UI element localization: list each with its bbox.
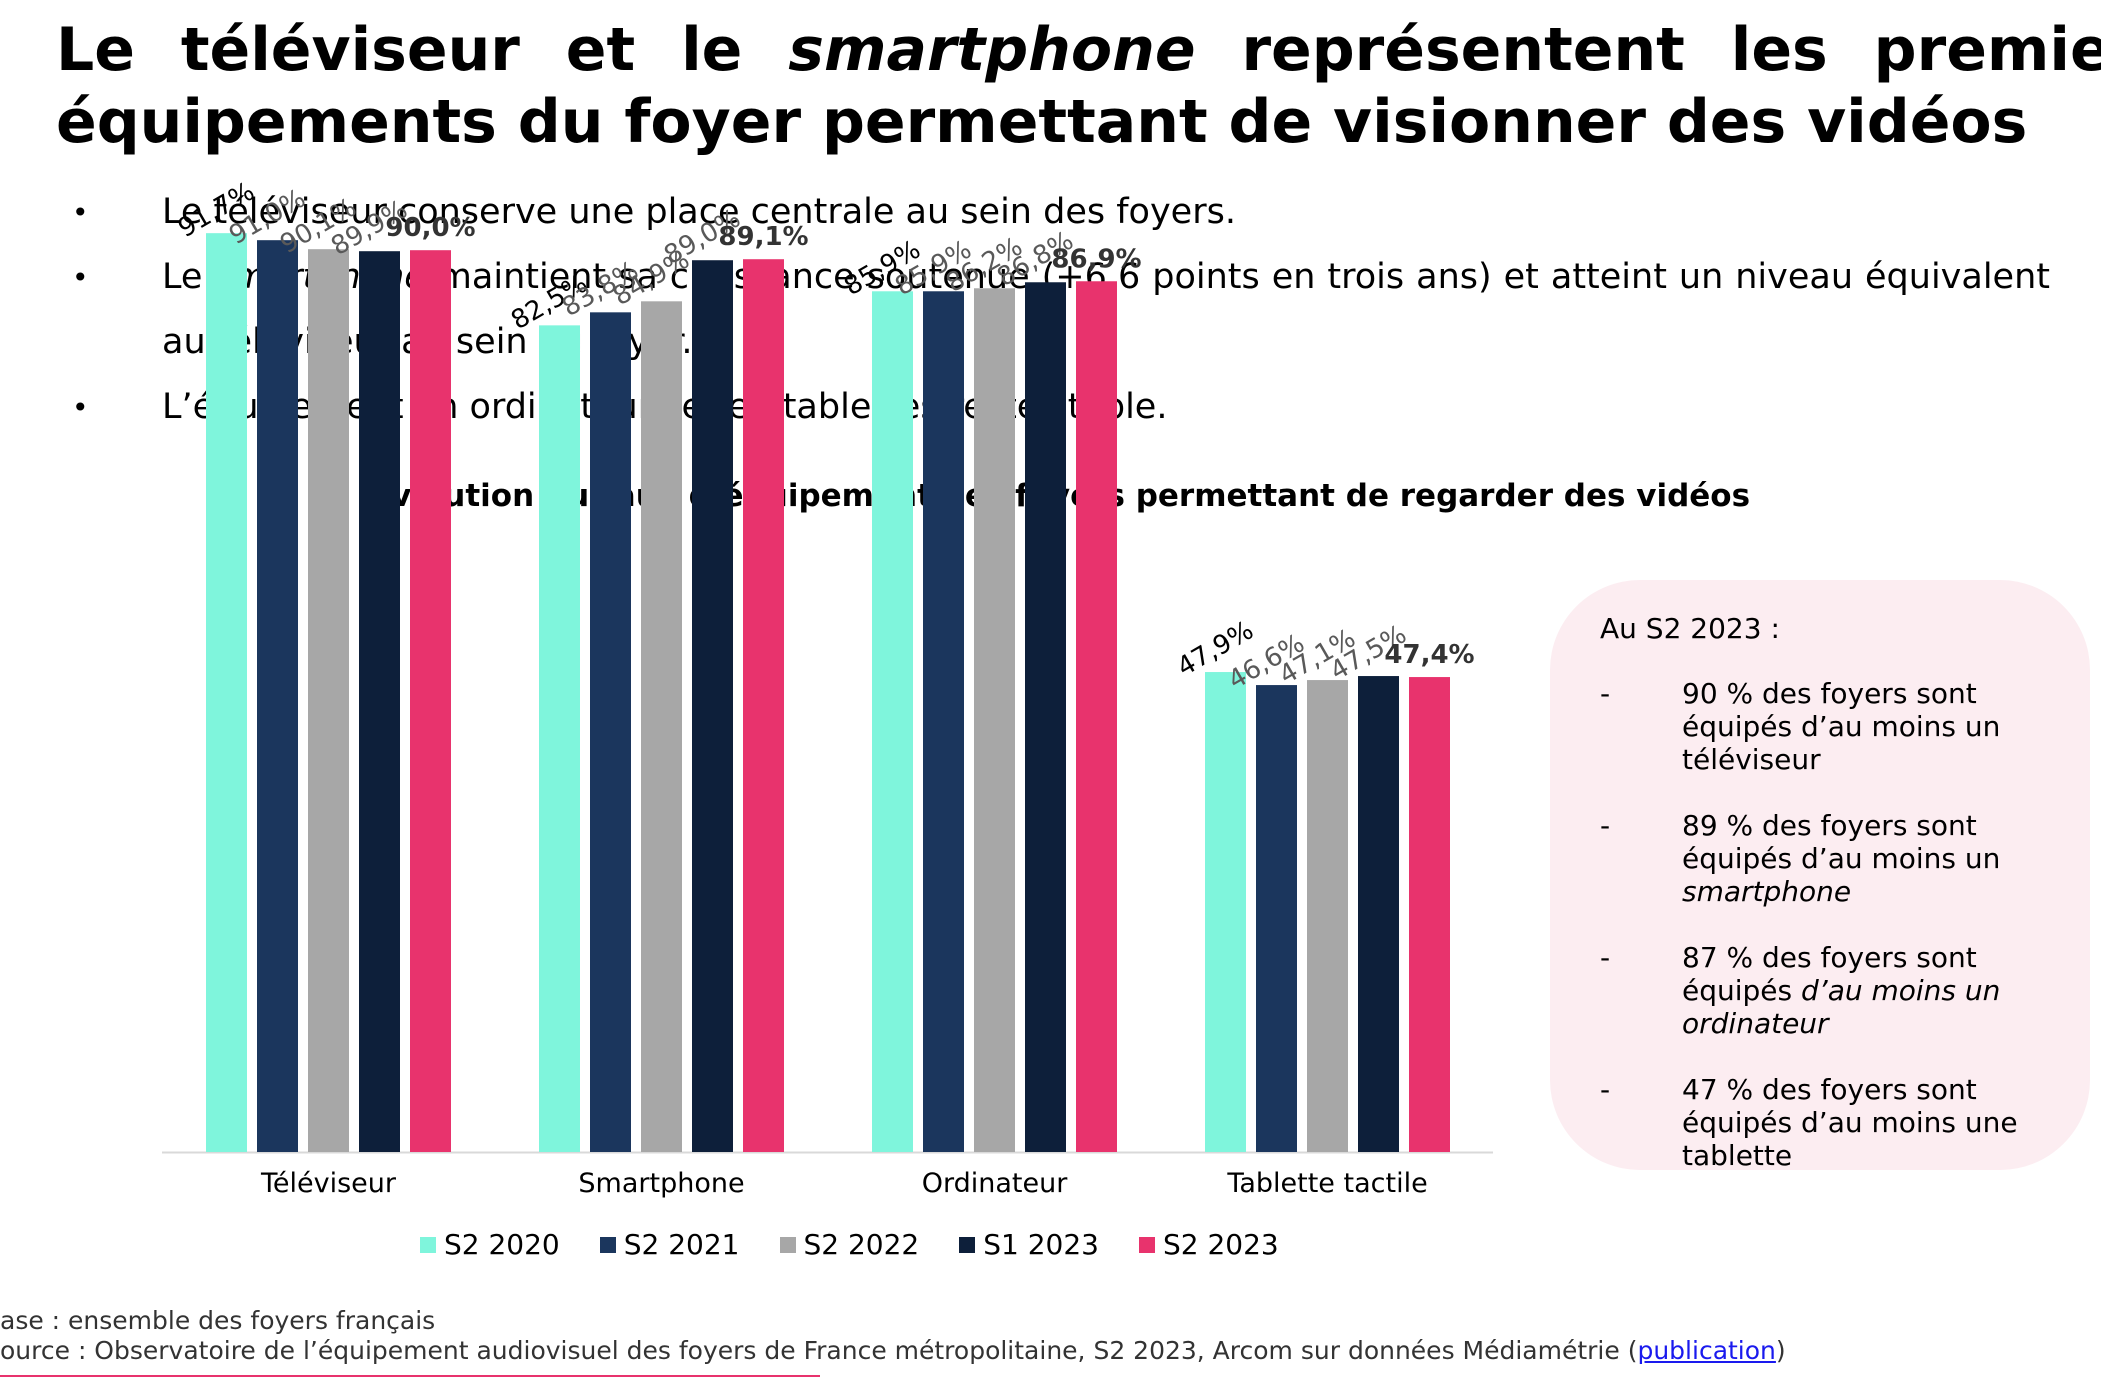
summary-box: Au S2 2023 : - 90 % des foyers sont équi… [1550, 580, 2090, 1172]
bar [743, 259, 784, 1152]
bar [1256, 685, 1297, 1152]
bullet-item: Le téléviseur conserve une place central… [70, 180, 2050, 245]
legend-item: S2 2023 [1139, 1228, 1279, 1261]
bar [359, 251, 400, 1152]
title-word: les [1730, 15, 1828, 85]
category-label: Téléviseur [260, 1168, 397, 1199]
summary-text: 90 % des foyers sont équipés d’au moins … [1682, 677, 2001, 776]
category-label: Ordinateur [922, 1168, 1068, 1199]
legend-label: S2 2020 [444, 1228, 560, 1261]
page-title-line-2: équipements du foyer permettant de visio… [56, 87, 2028, 157]
bar [206, 233, 247, 1152]
bar [872, 291, 913, 1153]
bar [1307, 680, 1348, 1152]
summary-item: - 87 % des foyers sont équipés d’au moin… [1600, 941, 2080, 1040]
summary-dash: - [1600, 1073, 1611, 1106]
legend-swatch [779, 1236, 796, 1253]
data-label: 89,1% [718, 222, 808, 252]
bar [539, 325, 580, 1153]
publication-link[interactable]: publication [1637, 1336, 1776, 1365]
bar [923, 291, 964, 1153]
legend-swatch [959, 1236, 976, 1253]
legend-item: S1 2023 [959, 1228, 1099, 1261]
bullet-text: Le [162, 257, 215, 297]
title-word: premiers [1873, 15, 2101, 85]
legend-swatch [599, 1236, 616, 1253]
summary-item: - 89 % des foyers sont équipés d’au moin… [1600, 809, 2080, 908]
bar [257, 240, 298, 1152]
data-label: 47,4% [1384, 640, 1474, 670]
bar [1205, 672, 1246, 1152]
footer-base: ase : ensemble des foyers français [0, 1306, 436, 1335]
legend-swatch [1139, 1236, 1155, 1253]
legend-swatch [420, 1236, 436, 1253]
data-label: 86,9% [1051, 244, 1141, 274]
bar [974, 288, 1015, 1152]
title-word: Le [56, 15, 135, 85]
category-label: Tablette tactile [1226, 1168, 1427, 1199]
title-word: smartphone [788, 15, 1196, 85]
bar [692, 260, 733, 1153]
title-word: et [565, 15, 636, 85]
title-word: le [681, 15, 743, 85]
footer-source: ource : Observatoire de l’équipement aud… [0, 1336, 1786, 1365]
bar [1409, 677, 1450, 1152]
summary-text: 47 % des foyers sont équipés d’au moins … [1682, 1073, 2018, 1172]
page-title: Le téléviseur et le smartphone représent… [56, 14, 2101, 158]
summary-dash: - [1600, 677, 1611, 710]
bar [410, 250, 451, 1152]
summary-dash: - [1600, 941, 1611, 974]
bar [641, 301, 682, 1152]
legend-label: S1 2023 [983, 1228, 1099, 1261]
page-title-line-1: Le téléviseur et le smartphone représent… [56, 14, 2101, 86]
summary-dash: - [1600, 809, 1611, 842]
legend-label: S2 2023 [1163, 1228, 1279, 1261]
data-label: 90,0% [385, 213, 475, 243]
summary-heading: Au S2 2023 : [1600, 612, 1780, 645]
legend-item: S2 2022 [779, 1228, 920, 1261]
footer-notes: ase : ensemble des foyers français ource… [0, 1306, 1786, 1366]
chart-legend: S2 2020 S2 2021 S2 2022 S1 2023 S2 2023 [420, 1228, 1279, 1261]
bar [590, 312, 631, 1153]
summary-text-italic: d’au moins un ordinateur [1682, 974, 2001, 1040]
category-label: Smartphone [578, 1168, 744, 1199]
legend-item: S2 2020 [420, 1228, 560, 1261]
summary-text-italic: smartphone [1682, 875, 1852, 908]
bar [1025, 282, 1066, 1152]
legend-label: S2 2021 [623, 1228, 740, 1261]
bar [308, 249, 349, 1152]
bullet-text: Le téléviseur conserve une place central… [162, 192, 1236, 232]
summary-text: 89 % des foyers sont équipés d’au moins … [1682, 809, 2001, 875]
bar [1076, 281, 1117, 1153]
title-word: représentent [1241, 15, 1685, 85]
footer-divider [0, 1375, 820, 1377]
summary-item: - 90 % des foyers sont équipés d’au moin… [1600, 677, 2080, 776]
summary-item: - 47 % des foyers sont équipés d’au moin… [1600, 1073, 2080, 1172]
title-word: téléviseur [180, 15, 520, 85]
summary-text: 87 % des foyers sont équipés [1682, 941, 1977, 1007]
legend-item: S2 2021 [599, 1228, 740, 1261]
legend-label: S2 2022 [803, 1228, 920, 1261]
bar [1358, 676, 1399, 1152]
